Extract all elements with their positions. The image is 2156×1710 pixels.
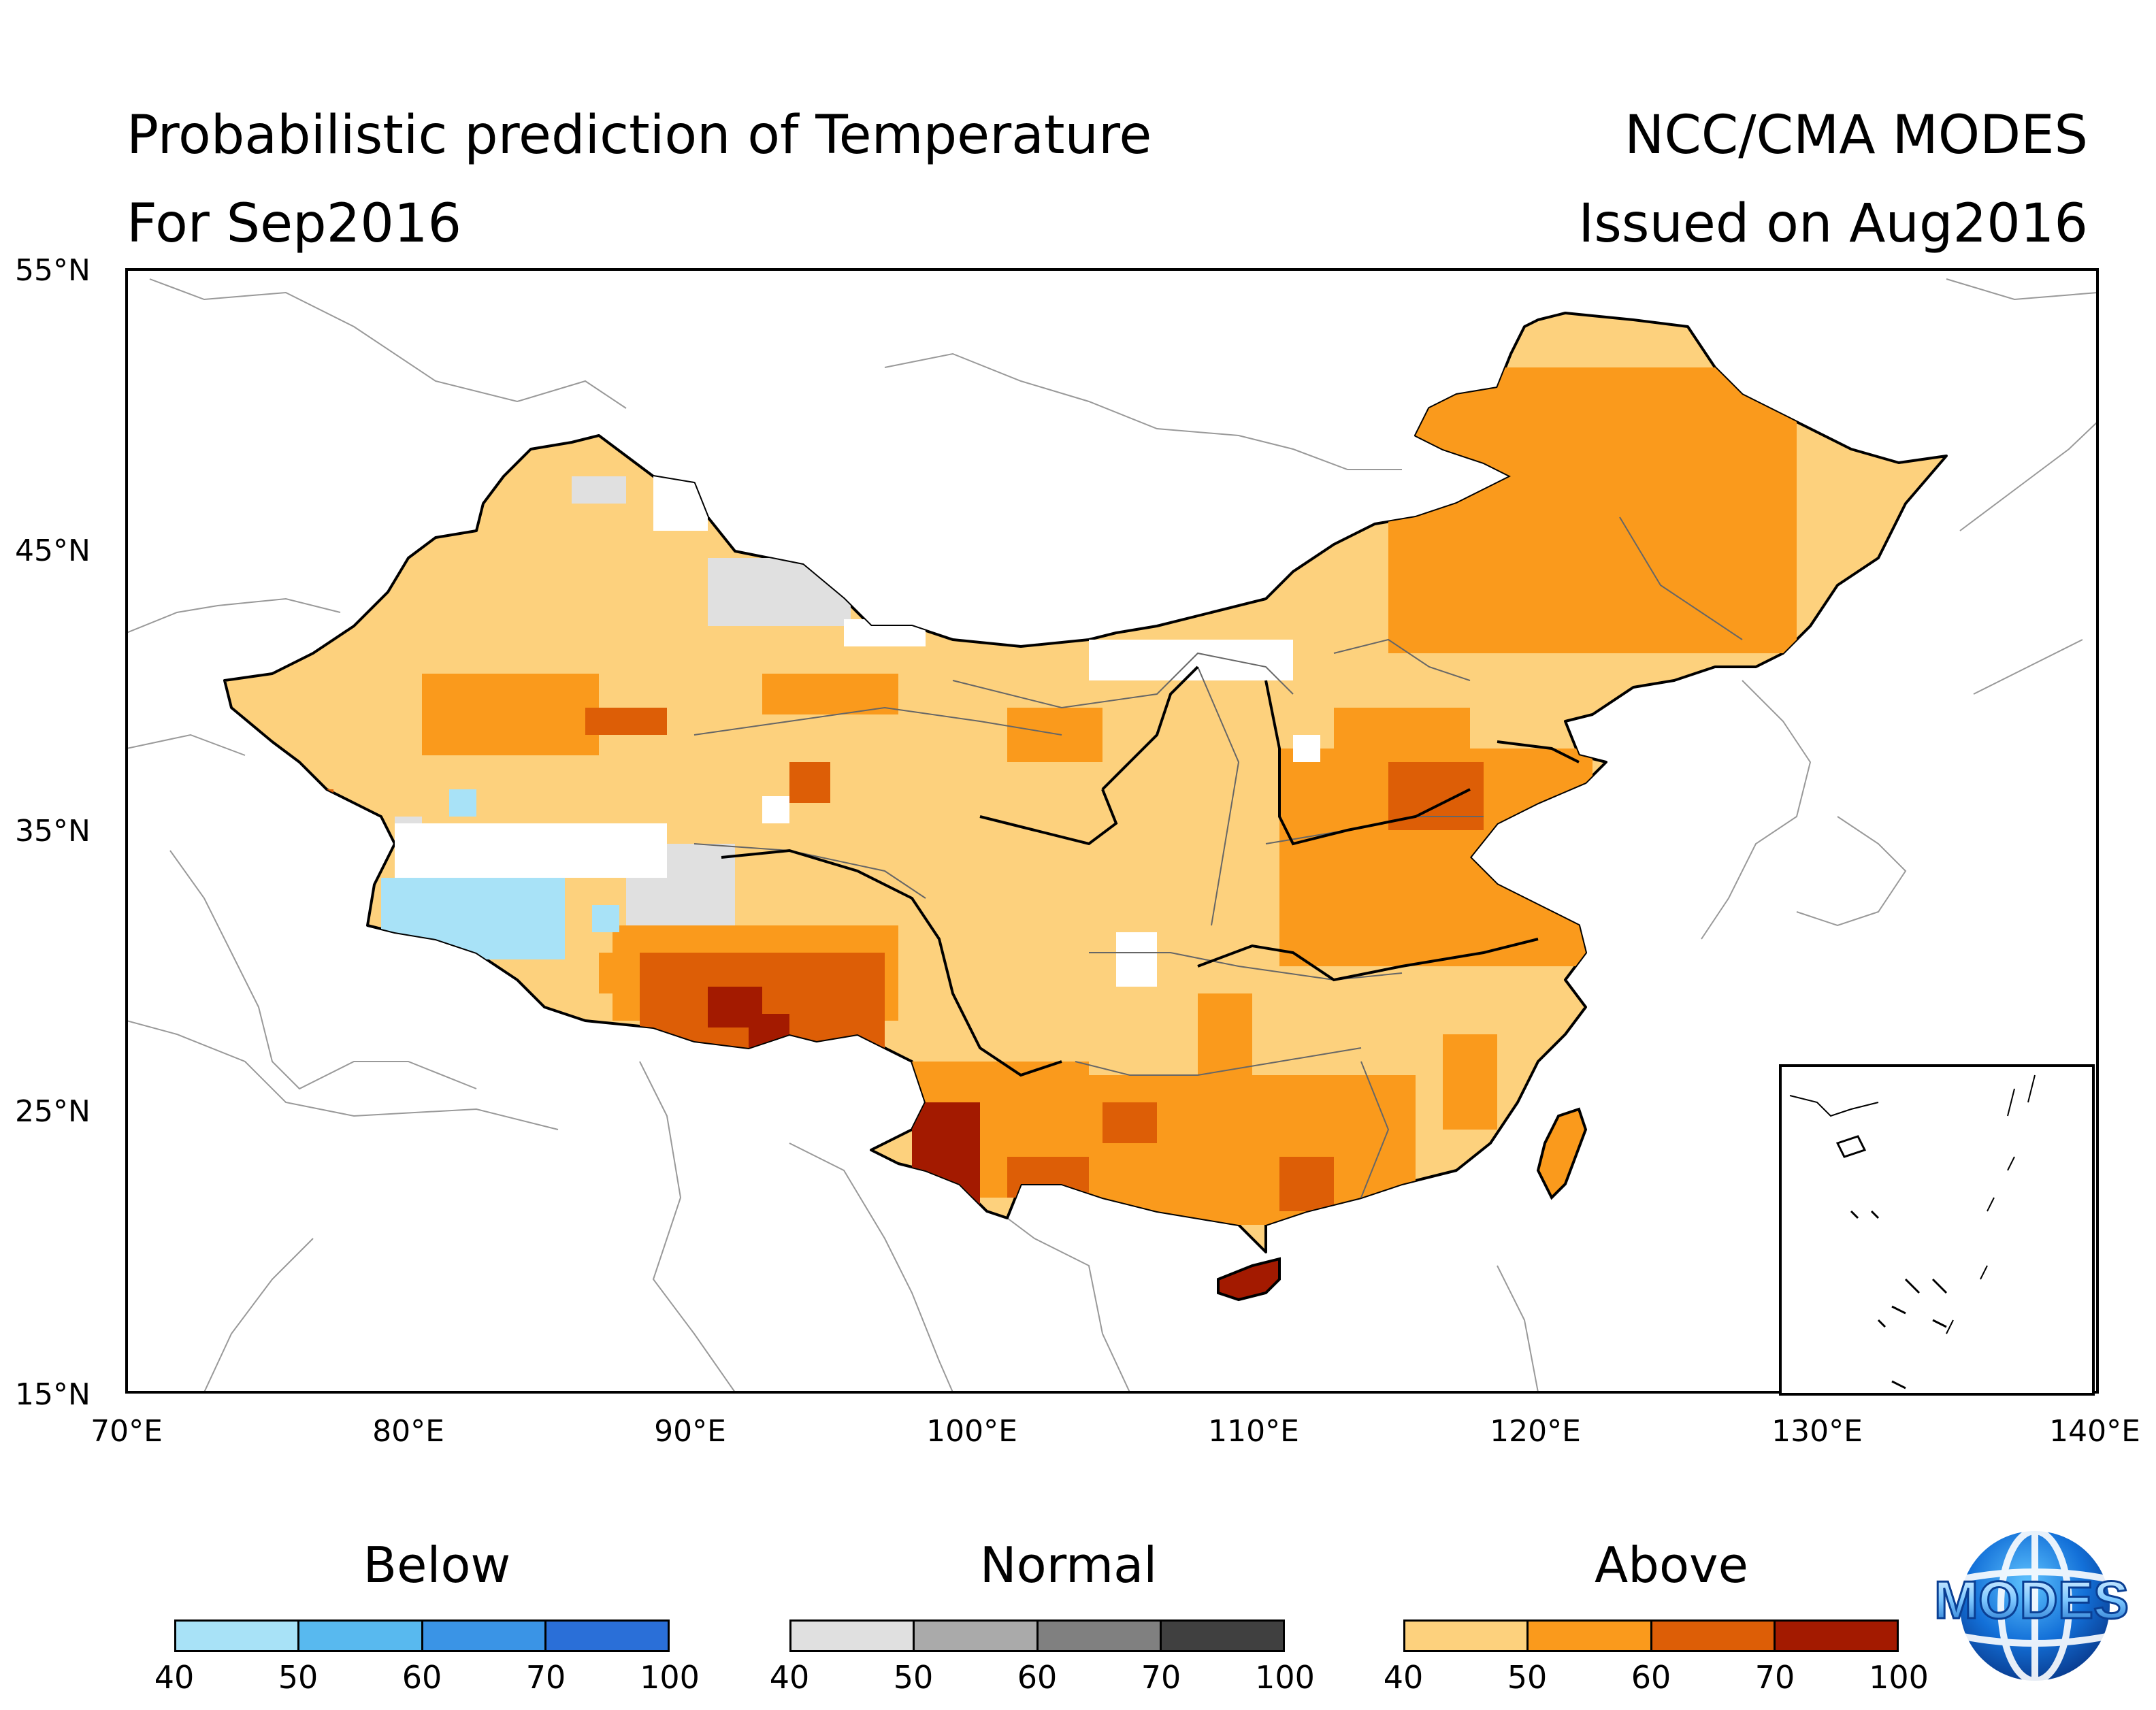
colorbar-tick-label: 100 <box>1255 1659 1315 1696</box>
colorbar-tick-label: 70 <box>525 1659 566 1696</box>
neighbor-borders <box>127 278 2097 1392</box>
colorbar-tick-label: 60 <box>402 1659 442 1696</box>
colorbar-tick-label: 70 <box>1141 1659 1181 1696</box>
lat-label: 45°N <box>15 533 91 568</box>
taiwan <box>1536 1107 1588 1200</box>
issued-date: Issued on Aug2016 <box>1578 193 2088 254</box>
lat-label: 15°N <box>15 1377 91 1412</box>
colorbar-swatch <box>1652 1622 1776 1650</box>
logo-text: MODES <box>1934 1570 2129 1630</box>
map-frame <box>125 268 2099 1394</box>
lon-label: 70°E <box>91 1414 163 1449</box>
region-lines <box>721 665 1580 1077</box>
colorbar-tick-label: 60 <box>1631 1659 1671 1696</box>
lon-label: 110°E <box>1208 1414 1299 1449</box>
colorbar-swatch <box>1038 1622 1162 1650</box>
colorbar-swatch <box>791 1622 915 1650</box>
map-title: Probabilistic prediction of Temperature <box>127 105 1152 166</box>
colorbar-tick-label: 50 <box>1507 1659 1548 1696</box>
legend-normal-title: Normal <box>979 1536 1158 1594</box>
lon-label: 120°E <box>1490 1414 1581 1449</box>
colorbar-tick-label: 60 <box>1017 1659 1058 1696</box>
colorbar-tick-label: 40 <box>1383 1659 1424 1696</box>
colorbar-tick-label: 100 <box>640 1659 700 1696</box>
modes-logo: MODES <box>1933 1528 2130 1684</box>
lat-label: 35°N <box>15 814 91 849</box>
colorbar-swatch <box>1775 1622 1897 1650</box>
forecast-month: For Sep2016 <box>127 193 462 254</box>
legend-below-title: Below <box>363 1536 511 1594</box>
colorbar-tick-label: 50 <box>278 1659 318 1696</box>
lon-label: 130°E <box>1771 1414 1863 1449</box>
legend-above-colorbar <box>1403 1619 1899 1652</box>
colorbar-tick-label: 40 <box>154 1659 195 1696</box>
colorbar-tick-label: 100 <box>1869 1659 1929 1696</box>
colorbar-swatch <box>1529 1622 1652 1650</box>
colorbar-swatch <box>423 1622 546 1650</box>
probability-cells <box>293 367 1797 1225</box>
lon-label: 100°E <box>926 1414 1017 1449</box>
lat-label: 25°N <box>15 1094 91 1129</box>
lat-label: 55°N <box>15 253 91 288</box>
province-borders <box>693 516 1743 1198</box>
lon-label: 140°E <box>2049 1414 2140 1449</box>
legend-above-title: Above <box>1595 1536 1748 1594</box>
colorbar-swatch <box>546 1622 668 1650</box>
colorbar-swatch <box>1161 1622 1283 1650</box>
colorbar-swatch <box>915 1622 1039 1650</box>
legend-normal-colorbar <box>789 1619 1285 1652</box>
colorbar-swatch <box>299 1622 423 1650</box>
lat-axis: 55°N 45°N 35°N 25°N 15°N <box>15 253 91 1412</box>
legend-below-colorbar <box>174 1619 670 1652</box>
colorbar-tick-label: 50 <box>893 1659 934 1696</box>
lon-label: 90°E <box>654 1414 726 1449</box>
hainan <box>1217 1257 1281 1302</box>
colorbar-tick-label: 40 <box>769 1659 810 1696</box>
colorbar-swatch <box>176 1622 300 1650</box>
colorbar-tick-label: 70 <box>1754 1659 1795 1696</box>
colorbar-swatch <box>1405 1622 1529 1650</box>
south-china-sea-inset <box>1779 1064 2095 1396</box>
producer-label: NCC/CMA MODES <box>1624 105 2088 166</box>
lon-axis: 70°E 80°E 90°E 100°E 110°E 120°E 130°E 1… <box>91 1414 2140 1449</box>
lon-label: 80°E <box>372 1414 444 1449</box>
